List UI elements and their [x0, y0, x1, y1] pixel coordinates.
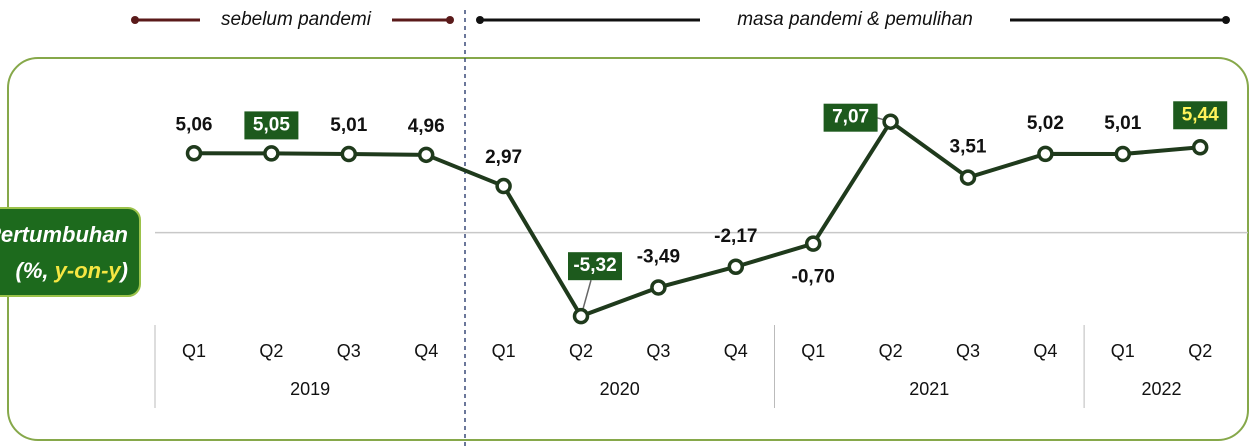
period-dot	[446, 16, 454, 24]
value-label: -3,49	[637, 246, 680, 267]
value-label: 5,01	[330, 115, 367, 136]
x-tick-label: Q4	[414, 341, 438, 361]
period-dot	[131, 16, 139, 24]
value-label: 5,44	[1182, 104, 1219, 125]
period-label: sebelum pandemi	[221, 9, 372, 30]
data-point	[495, 177, 512, 195]
x-tick-label: Q2	[259, 341, 283, 361]
data-point	[263, 145, 280, 162]
data-point	[572, 307, 590, 325]
x-tick-label: Q2	[879, 341, 903, 361]
data-point	[417, 146, 435, 164]
data-point	[185, 144, 203, 162]
data-point	[650, 279, 667, 296]
x-tick-label: Q3	[956, 341, 980, 361]
data-point	[959, 169, 977, 186]
y-label-part: )	[119, 258, 128, 283]
data-point	[1191, 139, 1209, 156]
x-tick-label: Q1	[1111, 341, 1135, 361]
x-tick-label: Q3	[337, 341, 361, 361]
value-label: -0,70	[792, 267, 835, 288]
label-box	[823, 103, 878, 132]
value-label: 2,97	[485, 147, 522, 168]
x-tick-label: Q4	[724, 341, 748, 361]
value-label: -5,32	[573, 255, 616, 276]
y-label-part: (%,	[16, 258, 55, 283]
data-point	[1114, 145, 1132, 163]
value-label: 5,01	[1104, 113, 1141, 134]
x-tick-label: Q2	[1188, 341, 1212, 361]
y-label: (%, y-on-y)	[16, 258, 128, 283]
value-label: 5,02	[1027, 113, 1064, 134]
label-box	[244, 111, 299, 140]
y-label: Pertumbuhan	[0, 222, 128, 247]
x-tick-label: Q4	[1033, 341, 1057, 361]
period-label: masa pandemi & pemulihan	[737, 9, 973, 30]
group-label: 2019	[290, 379, 330, 399]
value-label: -2,17	[714, 226, 757, 247]
x-tick-label: Q2	[569, 341, 593, 361]
label-box	[1173, 101, 1228, 130]
y-label-box	[0, 207, 141, 297]
value-label: 3,51	[950, 137, 987, 158]
group-label: 2021	[909, 379, 949, 399]
data-point	[340, 145, 358, 163]
data-point	[727, 258, 745, 275]
value-label: 5,06	[176, 114, 213, 135]
data-point	[1037, 145, 1054, 163]
x-tick-label: Q1	[182, 341, 206, 361]
x-tick-label: Q1	[492, 341, 516, 361]
period-dot	[1222, 16, 1230, 24]
x-tick-label: Q3	[646, 341, 670, 361]
y-label-part: y-on-y	[54, 258, 123, 283]
data-point	[882, 113, 899, 130]
data-point	[804, 235, 822, 252]
label-box	[568, 252, 622, 281]
value-label: 4,96	[408, 116, 445, 137]
data-line	[193, 118, 1201, 319]
x-tick-label: Q1	[801, 341, 825, 361]
group-label: 2020	[600, 379, 640, 399]
value-label: 7,07	[832, 107, 869, 128]
period-dot	[476, 16, 484, 24]
group-label: 2022	[1141, 379, 1181, 399]
value-label: 5,05	[253, 114, 290, 135]
